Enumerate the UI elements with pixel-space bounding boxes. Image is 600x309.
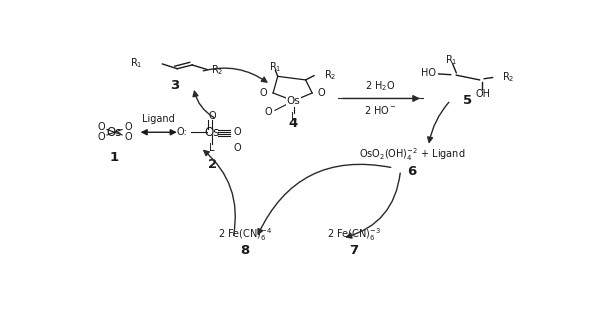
- Text: 2 Fe(CN)$_6^{-4}$: 2 Fe(CN)$_6^{-4}$: [218, 226, 272, 243]
- Text: O: O: [208, 111, 216, 121]
- Text: R$_1$: R$_1$: [269, 60, 281, 74]
- Text: OsO$_2$(OH)$_4^{-2}$ + Ligand: OsO$_2$(OH)$_4^{-2}$ + Ligand: [359, 146, 466, 163]
- Text: 2 HO$^-$: 2 HO$^-$: [364, 104, 397, 116]
- Text: R$_2$: R$_2$: [502, 70, 514, 84]
- Text: HO: HO: [421, 68, 436, 78]
- Text: O: O: [260, 88, 268, 98]
- Text: O: O: [234, 127, 242, 137]
- Text: O: O: [317, 88, 325, 98]
- Text: 2 Fe(CN)$_6^{-3}$: 2 Fe(CN)$_6^{-3}$: [327, 226, 381, 243]
- Text: R$_2$: R$_2$: [211, 63, 224, 77]
- Text: 7: 7: [349, 243, 359, 256]
- Text: O: O: [124, 132, 132, 142]
- Text: 5: 5: [463, 94, 472, 107]
- Text: 1: 1: [110, 151, 119, 164]
- Text: O:: O:: [176, 127, 187, 137]
- Text: 3: 3: [170, 79, 179, 92]
- Text: L: L: [291, 112, 296, 122]
- Text: Os: Os: [287, 96, 301, 106]
- Text: 8: 8: [240, 243, 250, 256]
- Text: L: L: [209, 143, 215, 153]
- Text: R$_1$: R$_1$: [445, 53, 458, 66]
- Text: O: O: [97, 132, 104, 142]
- Text: R$_2$: R$_2$: [324, 68, 337, 82]
- Text: O: O: [234, 143, 242, 153]
- Text: OH: OH: [476, 89, 491, 99]
- Text: 6: 6: [407, 164, 417, 178]
- Text: 2: 2: [208, 158, 217, 171]
- Text: O: O: [124, 122, 132, 132]
- Text: O: O: [97, 122, 104, 132]
- Text: R$_1$: R$_1$: [130, 56, 142, 70]
- Text: O: O: [264, 107, 272, 116]
- Text: Ligand: Ligand: [142, 114, 175, 124]
- Text: Os: Os: [205, 126, 220, 139]
- Text: 2 H$_2$O: 2 H$_2$O: [365, 79, 396, 93]
- Text: Os: Os: [107, 126, 122, 139]
- Text: 4: 4: [289, 117, 298, 130]
